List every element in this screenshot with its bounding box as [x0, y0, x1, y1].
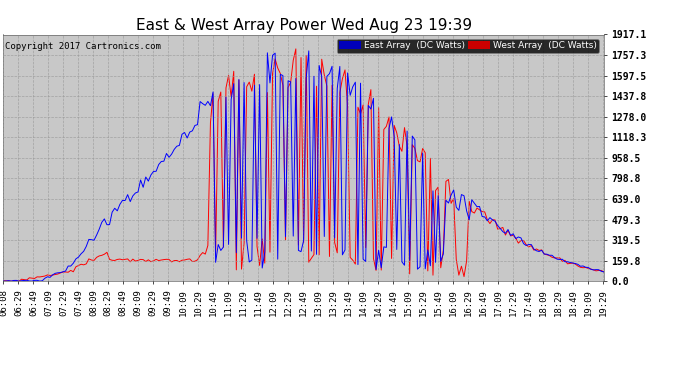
Title: East & West Array Power Wed Aug 23 19:39: East & West Array Power Wed Aug 23 19:39 — [135, 18, 472, 33]
Legend: East Array  (DC Watts), West Array  (DC Watts): East Array (DC Watts), West Array (DC Wa… — [337, 39, 599, 53]
Text: Copyright 2017 Cartronics.com: Copyright 2017 Cartronics.com — [5, 42, 161, 51]
